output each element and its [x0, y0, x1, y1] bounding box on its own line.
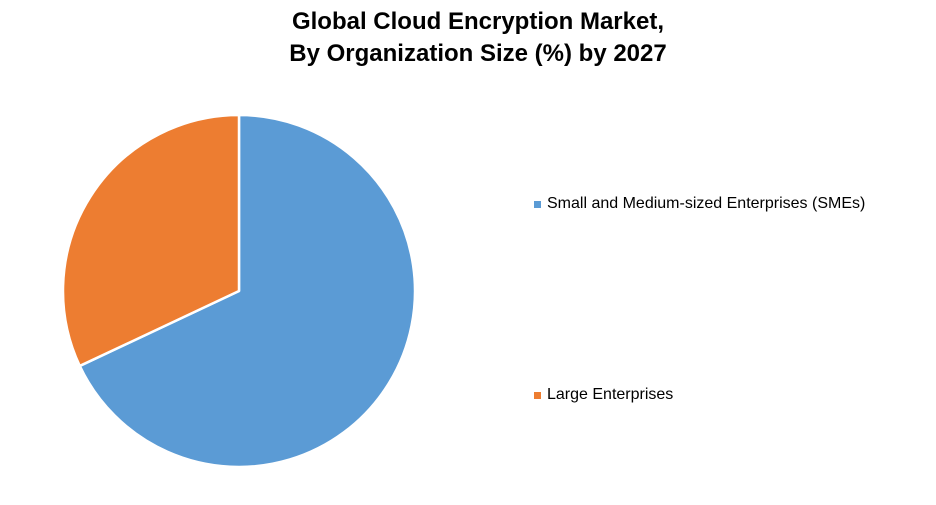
chart-title: Global Cloud Encryption Market, By Organ… [0, 6, 936, 70]
legend-item-large-enterprises: Large Enterprises [534, 385, 673, 405]
chart-title-line-2: By Organization Size (%) by 2027 [289, 40, 667, 67]
legend: Small and Medium-sized Enterprises (SMEs… [534, 0, 934, 505]
legend-label-smes: Small and Medium-sized Enterprises (SMEs… [547, 195, 866, 212]
pie-slice-smes [78, 113, 417, 469]
chart-title-line-1: Global Cloud Encryption Market, [291, 8, 665, 35]
legend-swatch-large-enterprises [534, 391, 541, 399]
legend-swatch-smes [534, 200, 541, 208]
legend-label-large-enterprises: Large Enterprises [547, 386, 674, 403]
legend-item-smes: Small and Medium-sized Enterprises (SMEs… [534, 194, 865, 214]
pie-slice-large-enterprises [61, 113, 241, 368]
